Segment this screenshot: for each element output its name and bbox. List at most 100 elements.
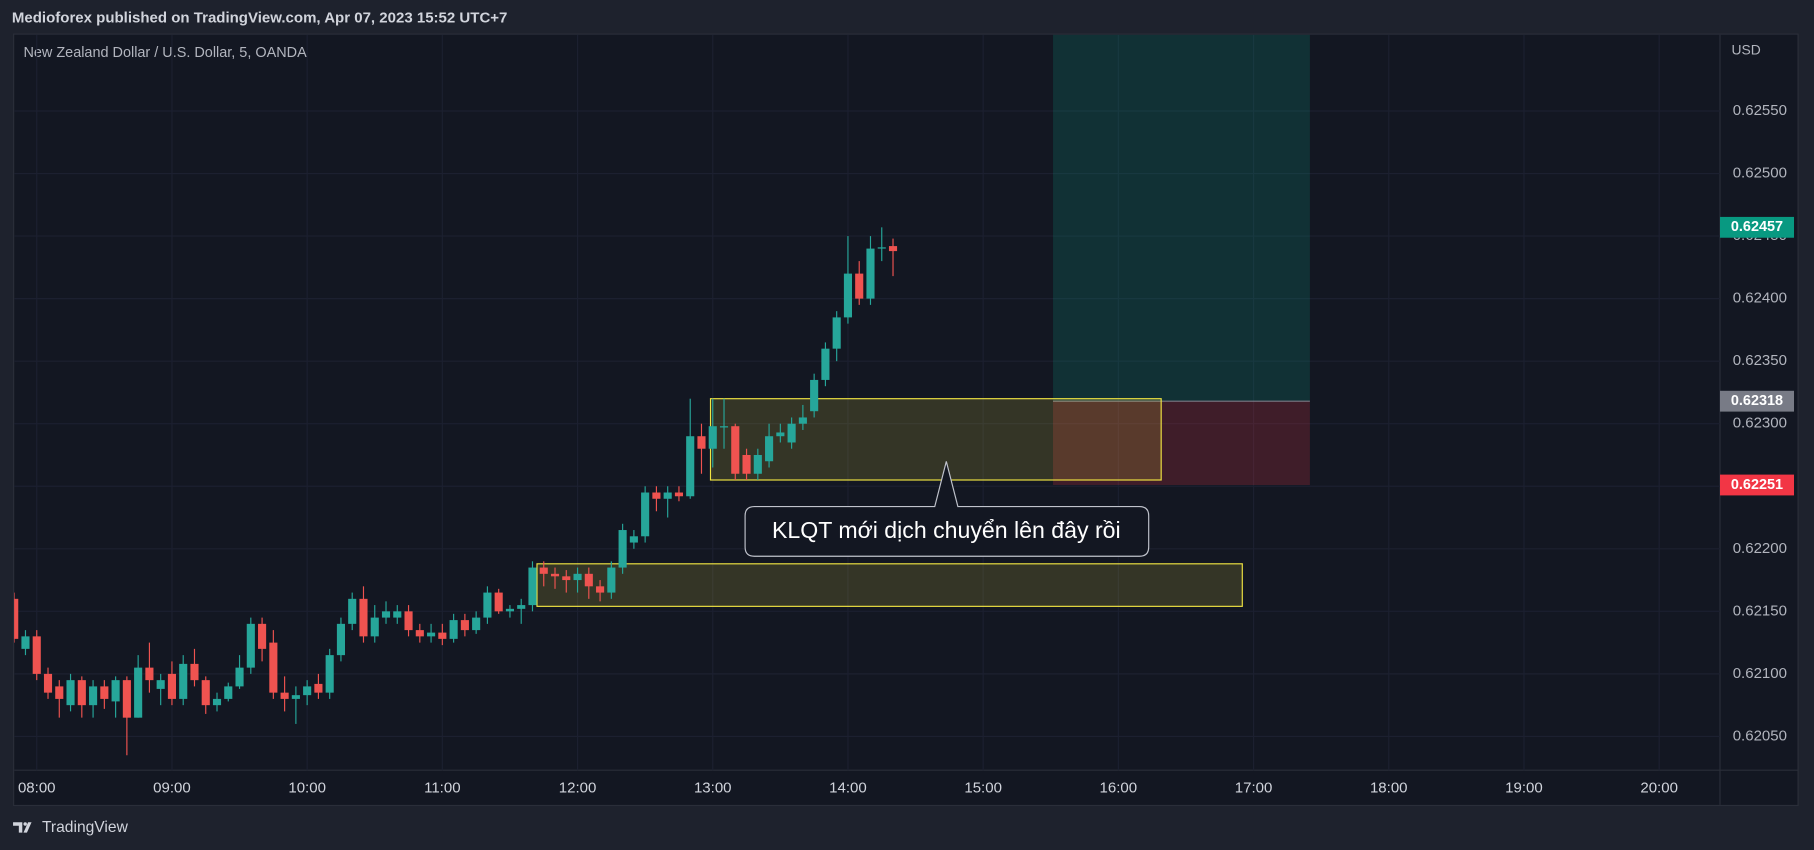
candle-body [269, 642, 278, 693]
x-tick-label: 08:00 [18, 780, 56, 797]
candle-body [472, 617, 481, 631]
candle-body [359, 598, 368, 637]
candle-body [550, 573, 560, 577]
candle-body [753, 454, 762, 474]
candle-body [77, 680, 86, 706]
candle-body [280, 692, 289, 699]
y-tick-label: 0.62150 [1733, 602, 1787, 619]
x-tick-label: 20:00 [1640, 780, 1678, 797]
candle-body [708, 426, 717, 449]
callout-text: KLQT mới dịch chuyển lên đây rồi [772, 517, 1121, 543]
candle-body [21, 636, 30, 649]
candle-body [314, 683, 323, 693]
candle-body [629, 536, 638, 543]
candle-body [201, 680, 210, 706]
x-tick-label: 12:00 [559, 780, 597, 797]
x-tick-label: 16:00 [1100, 780, 1138, 797]
candle-body [235, 667, 244, 687]
candle-body [348, 598, 357, 624]
x-tick-label: 10:00 [288, 780, 326, 797]
candle-body [179, 663, 188, 699]
candle-body [55, 686, 64, 699]
x-tick-label: 13:00 [694, 780, 732, 797]
candle-body [652, 492, 661, 499]
candle-body [505, 608, 515, 612]
x-tick-label: 19:00 [1505, 780, 1543, 797]
candle-body [517, 605, 526, 609]
x-tick-label: 17:00 [1235, 780, 1273, 797]
y-tick-label: 0.62350 [1733, 352, 1787, 369]
candle-body [291, 695, 300, 699]
target-zone [1053, 34, 1310, 402]
candle-body [877, 247, 886, 249]
candle-body [438, 632, 447, 639]
x-tick-label: 14:00 [829, 780, 867, 797]
candle-body [607, 567, 616, 593]
callout: KLQT mới dịch chuyển lên đây rồi [744, 461, 1150, 557]
candle-body [528, 567, 537, 606]
logo-dot [23, 822, 27, 826]
price-label-bg [1719, 390, 1795, 412]
axes: 0.620500.621000.621500.622000.622500.623… [18, 102, 1795, 797]
candle-body [449, 620, 458, 639]
candle-body [404, 611, 413, 631]
candle-body [14, 598, 19, 639]
candle-body [246, 623, 255, 668]
x-tick-label: 11:00 [424, 780, 460, 797]
price-label: 0.62457 [1731, 219, 1783, 235]
candle-body [674, 492, 684, 497]
y-tick-label: 0.62400 [1733, 290, 1787, 307]
candle-body [483, 592, 492, 618]
candle-body [539, 567, 548, 574]
candle-body [111, 680, 120, 702]
candle-body [167, 673, 177, 699]
zone [709, 398, 1162, 481]
y-tick-label: 0.62100 [1733, 665, 1787, 682]
candle-body [122, 680, 131, 718]
candle-body [641, 492, 650, 537]
x-tick-label: 09:00 [153, 780, 191, 797]
candle-body [821, 348, 830, 380]
candle-body [100, 686, 109, 699]
footer-brand: TradingView [42, 819, 129, 836]
candle-body [663, 492, 672, 499]
price-label: 0.62251 [1731, 477, 1783, 493]
chart-pane [13, 33, 1799, 807]
candle-body [810, 379, 819, 412]
candle-body [843, 273, 853, 318]
candle-body [731, 426, 740, 474]
candle-body [618, 530, 627, 568]
candle-body [393, 611, 402, 618]
candle-body [888, 246, 898, 252]
candle-body [190, 663, 199, 681]
y-tick-label: 0.62300 [1733, 415, 1787, 432]
candle-body [32, 636, 41, 674]
plot [14, 34, 1310, 756]
candle-body [719, 426, 729, 428]
candle-body [596, 586, 605, 593]
callout-box [744, 461, 1150, 557]
price-label: 0.62318 [1731, 393, 1783, 409]
publisher: Medioforex published on TradingView.com,… [12, 9, 508, 26]
x-tick-label: 18:00 [1370, 780, 1408, 797]
tv-logo [13, 822, 32, 833]
candle-body [573, 573, 582, 581]
logo-icon [13, 822, 32, 833]
candle-body [776, 432, 785, 437]
candle-body [562, 576, 571, 581]
candle-body [370, 617, 379, 637]
candle-body [66, 680, 75, 706]
candle-body [89, 686, 98, 706]
candle-body [303, 686, 312, 696]
candle-body [427, 632, 436, 637]
candle-body [415, 630, 424, 637]
currency-label: USD [1732, 42, 1761, 58]
candle-body [787, 423, 796, 443]
y-tick-label: 0.62500 [1733, 165, 1787, 182]
price-label-bg [1719, 216, 1795, 238]
candle-body [212, 698, 222, 706]
candle-body [145, 667, 154, 681]
candle-body [855, 273, 864, 299]
